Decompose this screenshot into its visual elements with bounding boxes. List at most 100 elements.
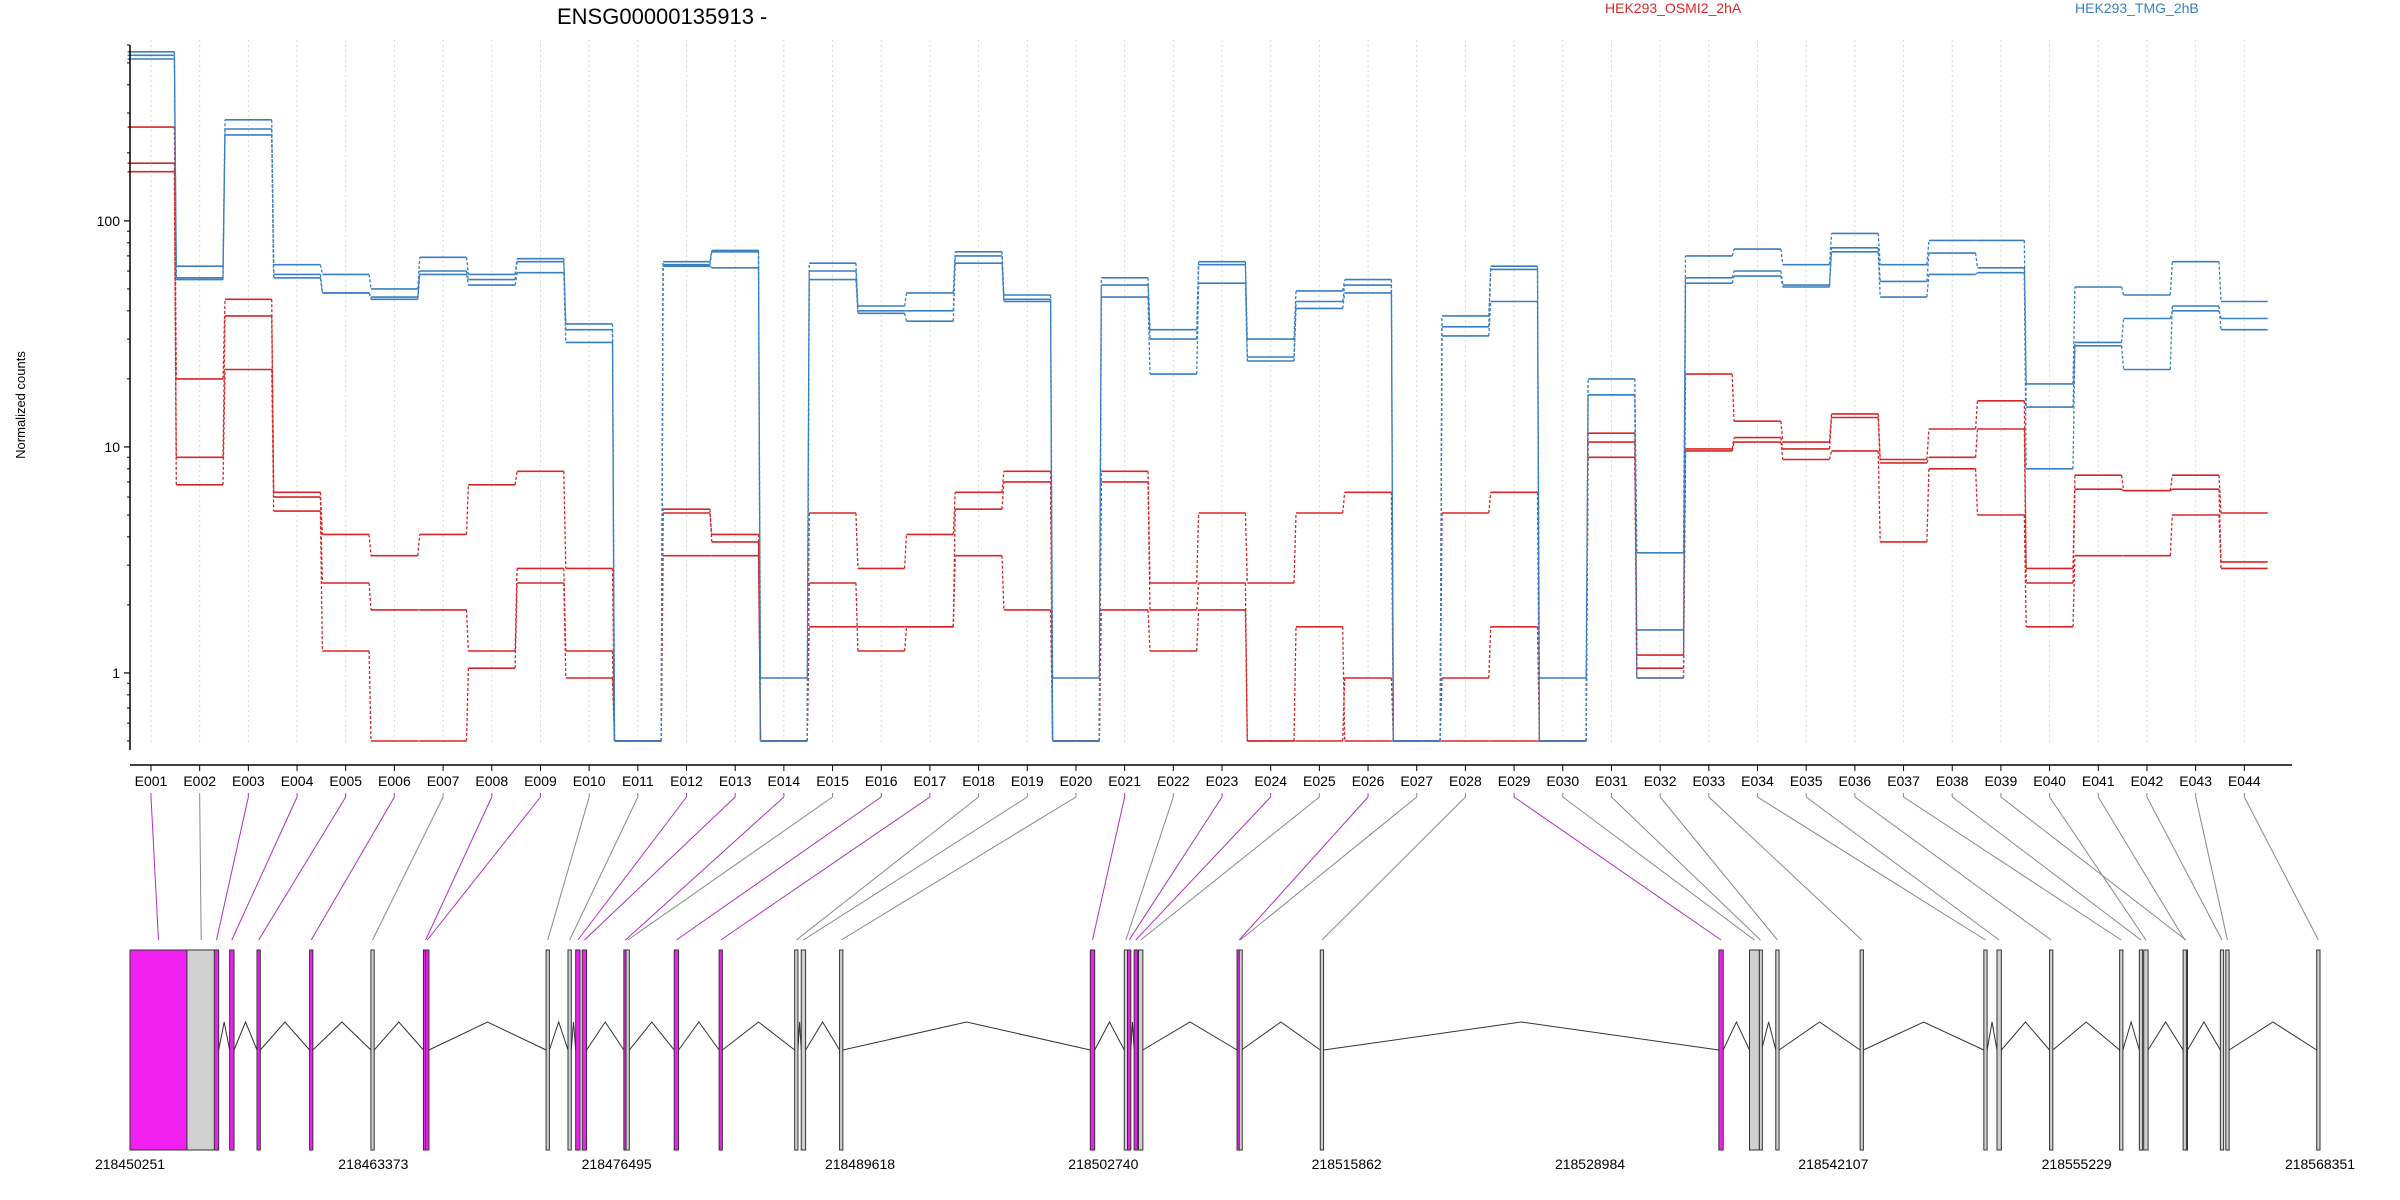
x-tick-label: E037 — [1887, 773, 1920, 789]
exon-block — [186, 949, 216, 1151]
intron-line — [1761, 1021, 1777, 1051]
exon-block — [1137, 949, 1144, 1151]
x-tick-label: E022 — [1157, 773, 1190, 789]
x-tick-label: E001 — [135, 773, 168, 789]
exon-connector — [577, 796, 687, 941]
exon-block — [129, 949, 188, 1151]
intron-line — [1130, 1021, 1135, 1051]
exon-connector — [625, 796, 785, 941]
y-tick-label: 1 — [112, 665, 120, 681]
intron-line — [586, 1021, 625, 1051]
exon-connector — [1240, 796, 1418, 941]
x-tick-label: E002 — [183, 773, 216, 789]
y-tick-label: 10 — [104, 439, 120, 455]
coordinate-label: 218568351 — [2285, 1156, 2355, 1172]
legend-entry: HEK293_OSMI2_2hA — [1605, 0, 1742, 16]
exon-connector — [584, 796, 736, 941]
x-tick-label: E009 — [524, 773, 557, 789]
exon-connector — [1854, 796, 2052, 941]
intron-line — [373, 1021, 424, 1051]
exon-block — [718, 949, 723, 1151]
intron-line — [1323, 1021, 1719, 1051]
exon-connector — [2243, 796, 2319, 941]
x-tick-label: E020 — [1060, 773, 1093, 789]
intron-line — [628, 1021, 675, 1051]
exon-block — [1238, 949, 1243, 1151]
x-tick-label: E019 — [1011, 773, 1044, 789]
x-tick-label: E026 — [1352, 773, 1385, 789]
exon-connector — [1757, 796, 1986, 941]
intron-line — [233, 1020, 258, 1051]
intron-line — [678, 1021, 720, 1051]
x-tick-label: E033 — [1692, 773, 1725, 789]
exon-block — [370, 949, 375, 1151]
x-tick-label: E010 — [573, 773, 606, 789]
series-line — [127, 162, 2268, 742]
exon-connector — [547, 796, 590, 941]
exon-block — [800, 949, 807, 1151]
x-tick-label: E012 — [670, 773, 703, 789]
exon-connector — [720, 796, 931, 941]
intron-line — [259, 1021, 310, 1051]
x-tick-label: E035 — [1790, 773, 1823, 789]
exon-connector — [676, 796, 882, 941]
exon-block — [625, 949, 630, 1151]
exon-block — [1859, 949, 1864, 1151]
x-tick-label: E032 — [1644, 773, 1677, 789]
exon-block — [673, 949, 680, 1151]
exon-connector — [840, 796, 1077, 941]
x-tick-label: E017 — [914, 773, 947, 789]
intron-line — [2052, 1021, 2120, 1051]
intron-line — [2228, 1021, 2317, 1051]
exon-block — [2225, 949, 2230, 1151]
x-tick-label: E024 — [1254, 773, 1287, 789]
exon-connectors — [150, 793, 2319, 941]
exon-block — [581, 949, 588, 1151]
coordinate-label: 218528984 — [1555, 1156, 1625, 1172]
intron-line — [1722, 1020, 1750, 1051]
exon-connector — [1128, 796, 1223, 941]
exon-connector — [1238, 796, 1369, 941]
intron-line — [2122, 1020, 2140, 1051]
series-connector — [173, 51, 2222, 742]
series-connector — [173, 58, 2222, 742]
x-tick-label: E011 — [622, 773, 654, 789]
x-tick-label: E005 — [329, 773, 362, 789]
exon-connector — [2097, 796, 2186, 941]
intron-line — [1241, 1021, 1321, 1051]
exon-block — [2182, 949, 2187, 1151]
exon-connector — [199, 796, 202, 941]
x-tick-label: E043 — [2179, 773, 2212, 789]
exon-block — [213, 949, 220, 1151]
exon-connector — [216, 796, 249, 941]
exon-connector — [2146, 796, 2223, 941]
x-tick-label: E027 — [1400, 773, 1433, 789]
exon-block — [1133, 949, 1138, 1151]
exon-block — [229, 949, 235, 1151]
intron-line — [2000, 1021, 2050, 1051]
x-tick-label: E015 — [816, 773, 849, 789]
x-tick-label: E028 — [1449, 773, 1482, 789]
exon-connector — [310, 796, 395, 941]
x-tick-label: E031 — [1595, 773, 1628, 789]
x-tick-label: E021 — [1108, 773, 1141, 789]
x-tick-label: E036 — [1839, 773, 1872, 789]
series-line — [127, 126, 2268, 742]
gene-model: 218450251 218463373 218476495 218489618 2185… — [95, 949, 2355, 1172]
exon-block — [2138, 949, 2144, 1151]
coordinate-label: 218515862 — [1312, 1156, 1382, 1172]
exon-connector — [1140, 796, 1320, 941]
exon-block — [2316, 949, 2321, 1151]
x-tick-label: E023 — [1206, 773, 1239, 789]
exon-block — [309, 949, 314, 1151]
x-tick-label: E025 — [1303, 773, 1336, 789]
exon-connector — [2049, 796, 2147, 941]
intron-line — [842, 1021, 1091, 1051]
intron-line — [218, 1021, 231, 1051]
series-line — [127, 58, 2268, 742]
exon-connector — [426, 796, 541, 941]
series-line — [127, 51, 2268, 742]
chart-title: ENSG00000135913 - — [557, 4, 767, 29]
